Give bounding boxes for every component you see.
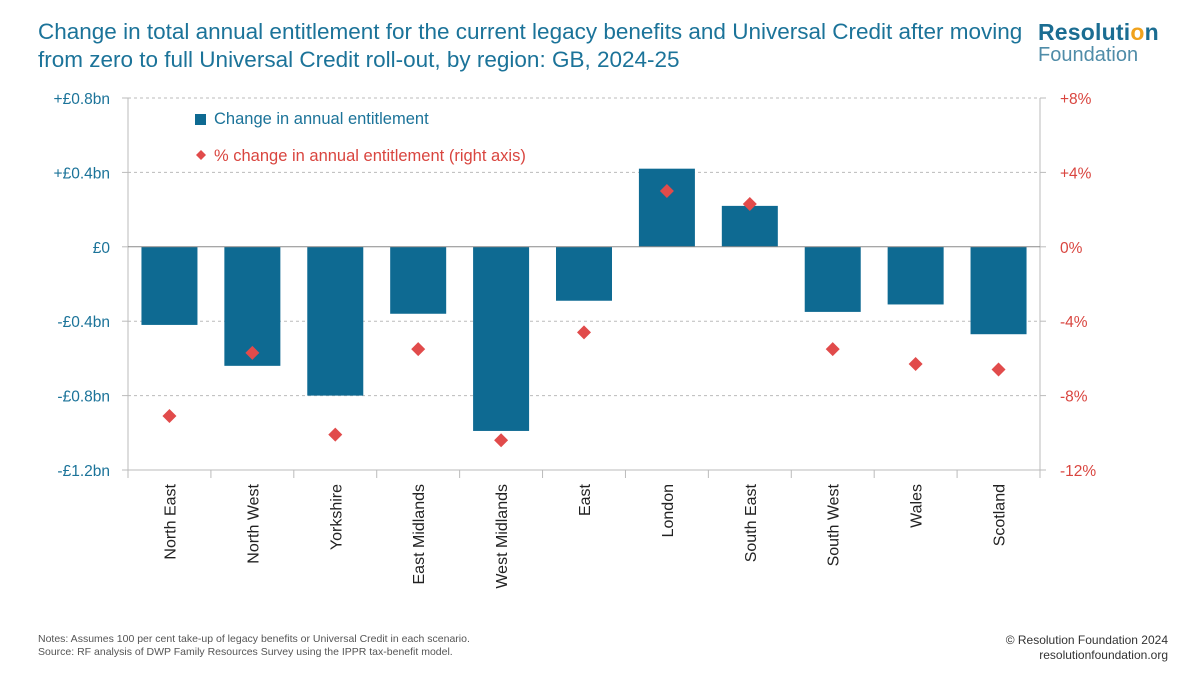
marker-diamond [245,345,260,360]
category-label: North West [245,483,262,563]
logo-text-main: Resoluti [1038,19,1131,45]
legend-marker-swatch [196,150,206,160]
bar [804,246,861,312]
website-text: resolutionfoundation.org [1039,648,1168,662]
legend-bar-label: Change in annual entitlement [214,110,429,128]
category-label: East Midlands [411,484,428,585]
category-label: Wales [909,484,926,528]
bar [721,205,778,247]
marker-diamond [494,433,509,448]
left-axis-tick-label: -£0.4bn [57,314,110,331]
right-axis-tick-label: +4% [1060,165,1092,182]
category-label: West Midlands [494,484,511,589]
left-axis-tick-label: +£0.4bn [54,165,110,182]
marker-diamond [825,342,840,357]
logo-text-end: n [1144,19,1159,45]
marker-diamond [659,184,674,198]
right-axis-tick-label: 0% [1060,240,1083,257]
bar [556,246,612,301]
bar [970,246,1027,335]
notes-line: Notes: Assumes 100 per cent take-up of l… [38,633,470,645]
right-axis-tick-label: -12% [1060,463,1096,480]
category-label: Yorkshire [328,484,345,550]
chart-title: Change in total annual entitlement for t… [38,19,1023,72]
marker-diamond [328,427,343,442]
copyright-credit: © Resolution Foundation 2024 resolutionf… [1006,633,1168,663]
legend-bar-swatch [195,114,206,125]
left-axis-tick-label: -£1.2bn [57,463,110,480]
left-axis-tick-label: £0 [93,240,111,257]
right-axis-tick-label: -4% [1060,314,1088,331]
right-axis-tick-label: -8% [1060,389,1088,406]
logo-subtext: Foundation [1038,44,1139,66]
category-label: South East [743,483,760,562]
marker-diamond [577,325,591,340]
category-label: Scotland [992,484,1009,546]
source-line: Source: RF analysis of DWP Family Resour… [38,645,453,658]
marker-diamond [991,362,1006,377]
marker-diamond [162,409,177,424]
left-axis-tick-label: +£0.8bn [54,91,110,108]
bar [390,246,447,314]
copyright-text: © Resolution Foundation 2024 [1005,633,1168,647]
bar [638,168,695,247]
category-label: London [660,484,677,537]
category-label: South West [826,483,843,566]
marker-diamond [908,356,923,371]
bar [307,246,364,396]
marker-diamond [411,342,426,357]
resolution-foundation-logo: Resolution Foundation [1038,20,1178,66]
chart-notes: Notes: Assumes 100 per cent take-up of l… [38,633,470,658]
logo-text-accent: o [1130,19,1145,45]
legend-marker-label: % change in annual entitlement (right ax… [214,147,526,165]
left-axis-tick-label: -£0.8bn [57,389,110,406]
category-label: East [577,483,594,516]
bar [887,246,944,305]
category-label: North East [162,483,179,559]
bar [473,246,530,431]
bar [141,246,198,325]
marker-diamond [742,197,757,212]
right-axis-tick-label: +8% [1060,91,1092,108]
